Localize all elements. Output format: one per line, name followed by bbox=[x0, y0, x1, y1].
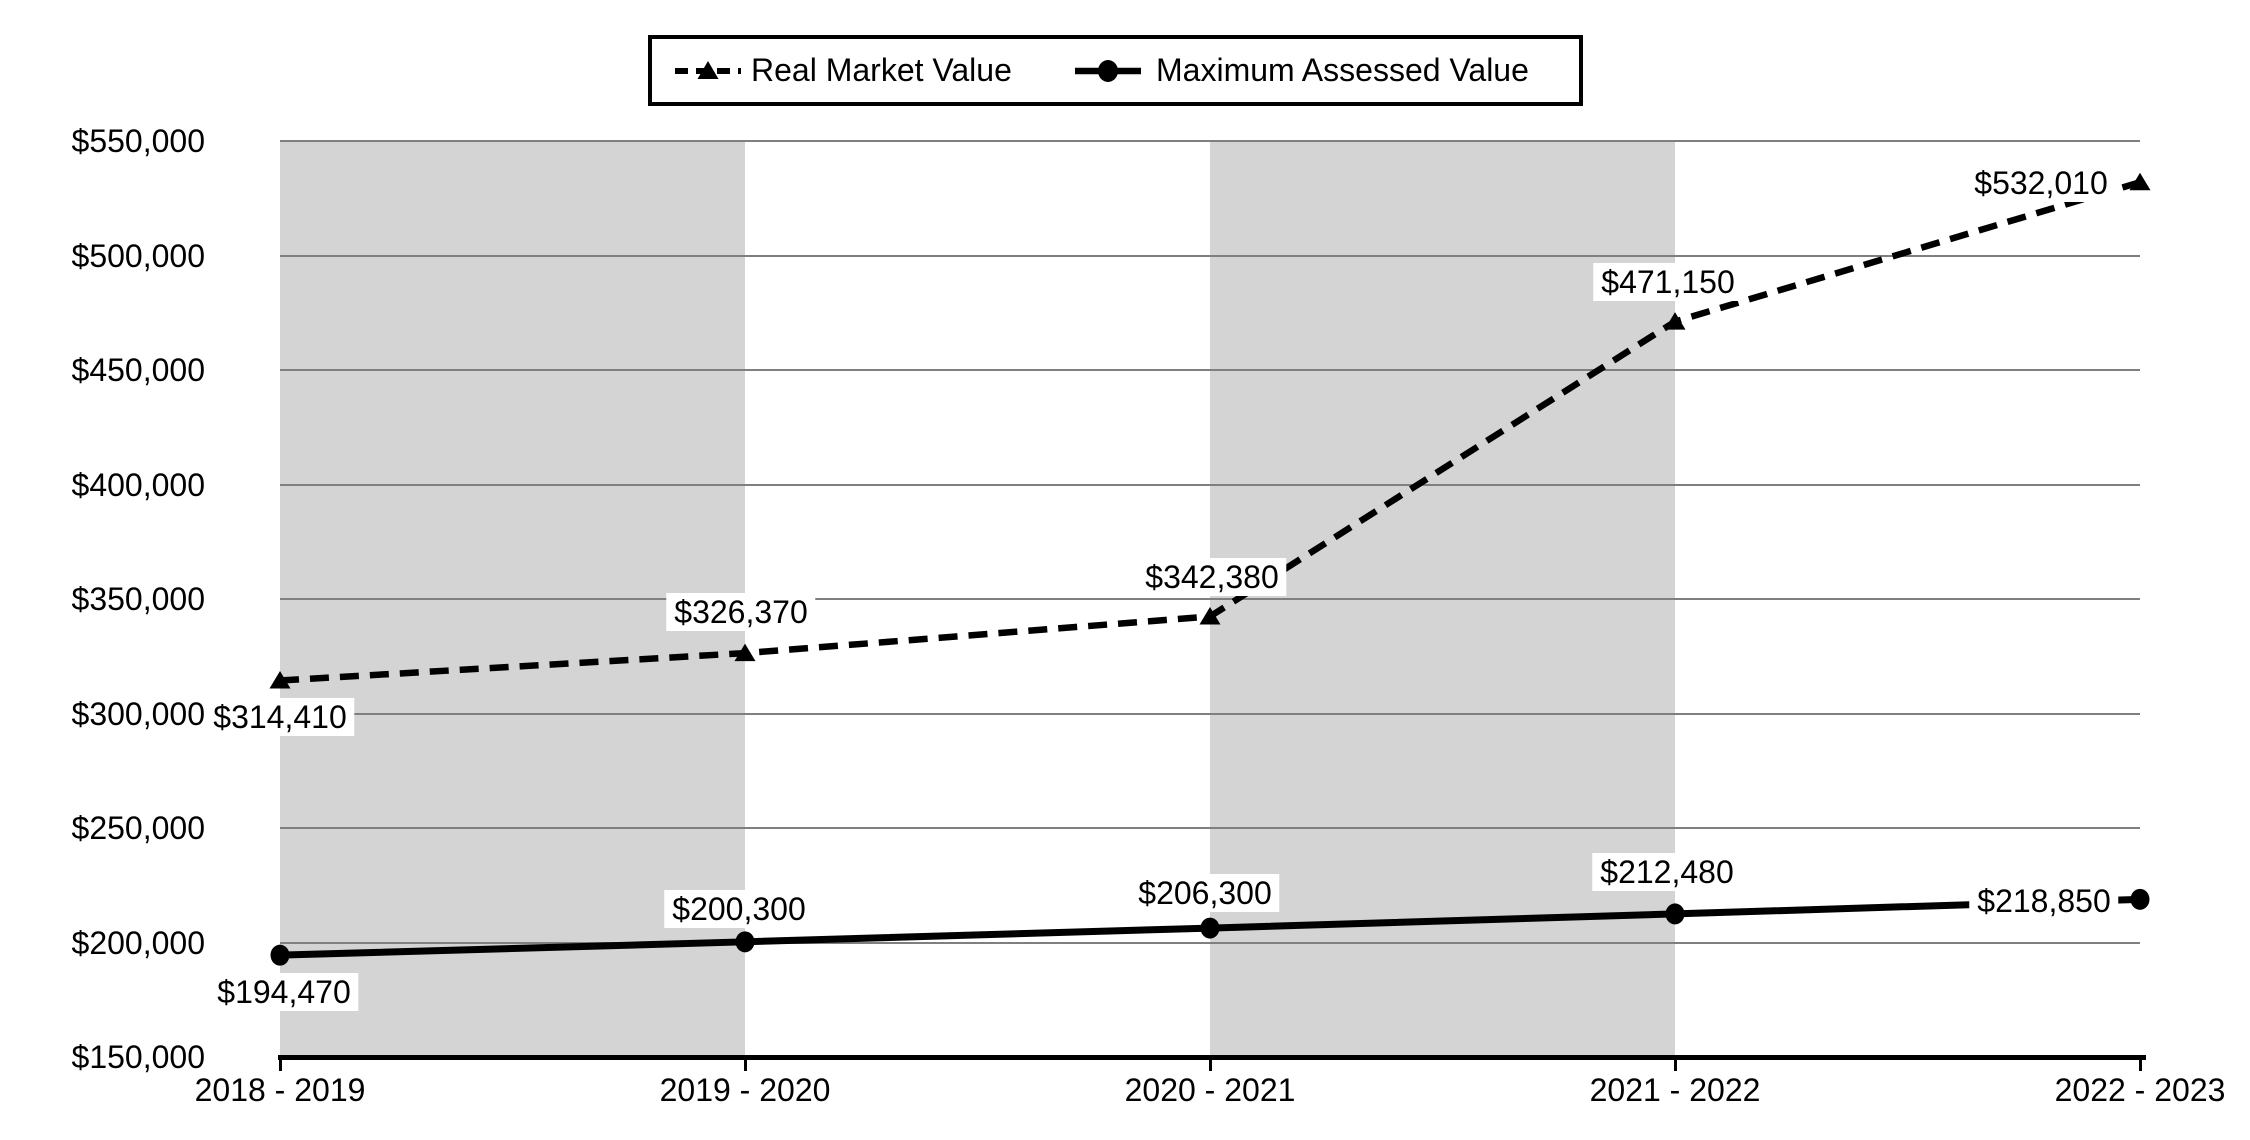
y-axis-tick-label: $300,000 bbox=[71, 695, 205, 732]
x-axis-tick-mark bbox=[1208, 1060, 1212, 1071]
gridline bbox=[280, 140, 2140, 142]
triangle-marker bbox=[269, 671, 291, 689]
circle-marker bbox=[1665, 903, 1685, 925]
data-label: $471,150 bbox=[1593, 262, 1743, 301]
plot-area bbox=[269, 172, 2151, 966]
gridline bbox=[280, 483, 2140, 486]
gridline bbox=[280, 712, 2140, 715]
circle-marker bbox=[270, 944, 290, 966]
legend-label-maximum-assessed-value: Maximum Assessed Value bbox=[1156, 52, 1529, 88]
triangle-marker bbox=[1199, 606, 1221, 625]
y-axis-tick-label: $200,000 bbox=[71, 924, 205, 961]
x-axis-tick-label: 2022 - 2023 bbox=[2054, 1072, 2226, 1108]
data-label: $218,850 bbox=[1969, 882, 2119, 921]
x-axis-tick-mark bbox=[1673, 1060, 1677, 1071]
gridline bbox=[280, 827, 2140, 829]
y-axis-tick-label: $350,000 bbox=[71, 581, 205, 617]
y-axis-tick-label: $250,000 bbox=[71, 810, 205, 846]
circle-marker bbox=[1200, 917, 1220, 939]
data-label: $314,410 bbox=[205, 698, 355, 736]
gridline bbox=[280, 254, 2140, 257]
y-axis-tick-label: $400,000 bbox=[71, 466, 205, 503]
legend-key-solid-circle-icon bbox=[1075, 60, 1141, 82]
data-label: $326,370 bbox=[666, 593, 816, 632]
series-line bbox=[279, 179, 2141, 684]
x-axis-tick-label: 2020 - 2021 bbox=[1124, 1072, 1296, 1108]
x-axis-line bbox=[278, 1055, 2146, 1060]
triangle-marker bbox=[1664, 312, 1686, 330]
triangle-marker bbox=[2129, 172, 2151, 191]
circle-marker bbox=[2130, 888, 2150, 910]
x-axis-tick-label: 2018 - 2019 bbox=[194, 1072, 366, 1108]
gridline bbox=[280, 598, 2140, 600]
circle-marker bbox=[735, 931, 755, 953]
y-axis-tick-label: $450,000 bbox=[71, 352, 205, 388]
triangle-marker bbox=[734, 643, 756, 662]
data-label: $532,010 bbox=[1966, 164, 2116, 203]
legend: Real Market Value Maximum Assessed Value bbox=[648, 35, 1583, 106]
x-axis-tick-mark bbox=[2138, 1060, 2142, 1071]
data-label: $342,380 bbox=[1137, 558, 1287, 597]
data-label: $194,470 bbox=[209, 973, 359, 1012]
x-axis-tick-label: 2019 - 2020 bbox=[659, 1072, 831, 1108]
y-axis-tick-label: $150,000 bbox=[71, 1039, 205, 1075]
data-label: $200,300 bbox=[664, 889, 814, 928]
data-label: $212,480 bbox=[1592, 852, 1742, 891]
data-label: $206,300 bbox=[1130, 874, 1280, 913]
x-axis-tick-mark bbox=[278, 1060, 282, 1071]
legend-key-dashed-triangle-icon bbox=[675, 61, 741, 79]
x-axis-tick-label: 2021 - 2022 bbox=[1589, 1072, 1761, 1108]
gridline bbox=[280, 941, 2140, 944]
y-axis-tick-label: $550,000 bbox=[71, 123, 205, 159]
x-axis-tick-mark bbox=[743, 1060, 747, 1071]
y-axis-tick-label: $500,000 bbox=[71, 237, 205, 274]
gridline bbox=[280, 369, 2140, 371]
legend-label-real-market-value: Real Market Value bbox=[751, 52, 1012, 88]
